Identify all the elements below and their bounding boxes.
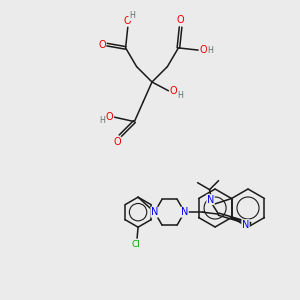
Text: H: H — [178, 91, 183, 100]
Text: O: O — [106, 112, 113, 122]
Text: N: N — [207, 195, 214, 205]
Text: Cl: Cl — [132, 240, 140, 249]
Text: O: O — [200, 45, 207, 55]
Text: O: O — [170, 86, 177, 96]
Text: N: N — [181, 207, 188, 217]
Text: O: O — [124, 16, 132, 26]
Text: H: H — [207, 46, 213, 55]
Text: O: O — [98, 40, 106, 50]
Text: O: O — [177, 15, 184, 25]
Text: H: H — [100, 116, 106, 125]
Text: N: N — [151, 207, 158, 217]
Text: H: H — [129, 11, 135, 20]
Text: O: O — [113, 137, 121, 147]
Text: N: N — [242, 220, 249, 230]
